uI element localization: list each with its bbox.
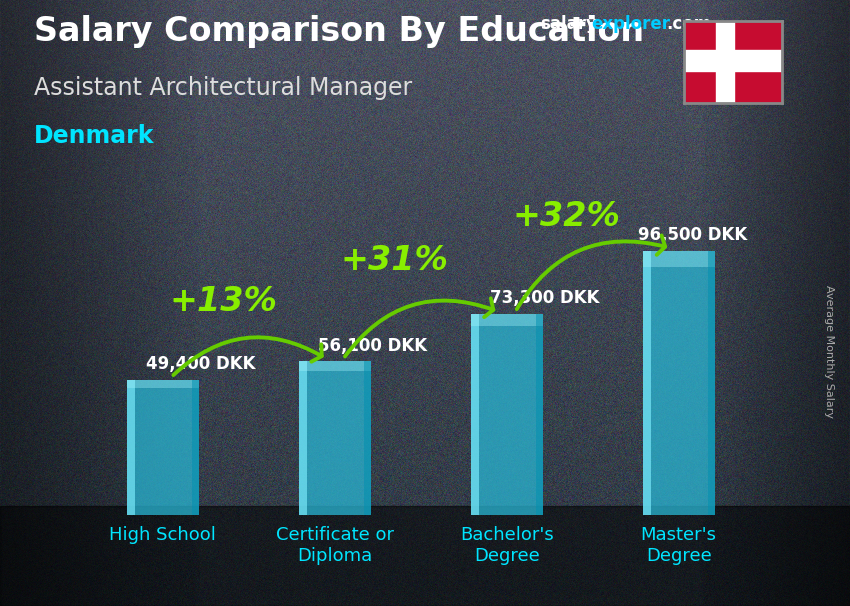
- Text: salary: salary: [540, 15, 597, 33]
- Bar: [127, 380, 135, 515]
- Bar: [684, 50, 782, 71]
- Text: 73,300 DKK: 73,300 DKK: [490, 290, 599, 307]
- Bar: [471, 315, 479, 515]
- FancyArrowPatch shape: [517, 236, 666, 309]
- Text: Salary Comparison By Education: Salary Comparison By Education: [34, 15, 644, 48]
- Text: +13%: +13%: [169, 285, 277, 318]
- Bar: [471, 315, 543, 515]
- Bar: [364, 361, 371, 515]
- Text: Denmark: Denmark: [34, 124, 155, 148]
- Polygon shape: [0, 506, 850, 606]
- Bar: [707, 251, 715, 515]
- Text: Assistant Architectural Manager: Assistant Architectural Manager: [34, 76, 412, 100]
- Bar: [643, 251, 715, 267]
- Text: +31%: +31%: [341, 244, 449, 277]
- Bar: [192, 380, 199, 515]
- Text: Average Monthly Salary: Average Monthly Salary: [824, 285, 834, 418]
- Text: 56,100 DKK: 56,100 DKK: [318, 336, 428, 355]
- Bar: [127, 380, 199, 388]
- Bar: [716, 21, 734, 103]
- Bar: [643, 251, 651, 515]
- FancyArrowPatch shape: [173, 338, 322, 375]
- Bar: [298, 361, 371, 515]
- Bar: [298, 361, 371, 371]
- Bar: [298, 361, 308, 515]
- Text: +32%: +32%: [513, 200, 621, 233]
- Bar: [471, 315, 543, 326]
- Bar: [127, 380, 199, 515]
- Text: 96,500 DKK: 96,500 DKK: [638, 226, 747, 244]
- FancyArrowPatch shape: [345, 298, 493, 356]
- Text: .com: .com: [666, 15, 711, 33]
- Bar: [536, 315, 543, 515]
- Bar: [643, 251, 715, 515]
- Text: 49,400 DKK: 49,400 DKK: [146, 355, 255, 373]
- Text: explorer: explorer: [591, 15, 670, 33]
